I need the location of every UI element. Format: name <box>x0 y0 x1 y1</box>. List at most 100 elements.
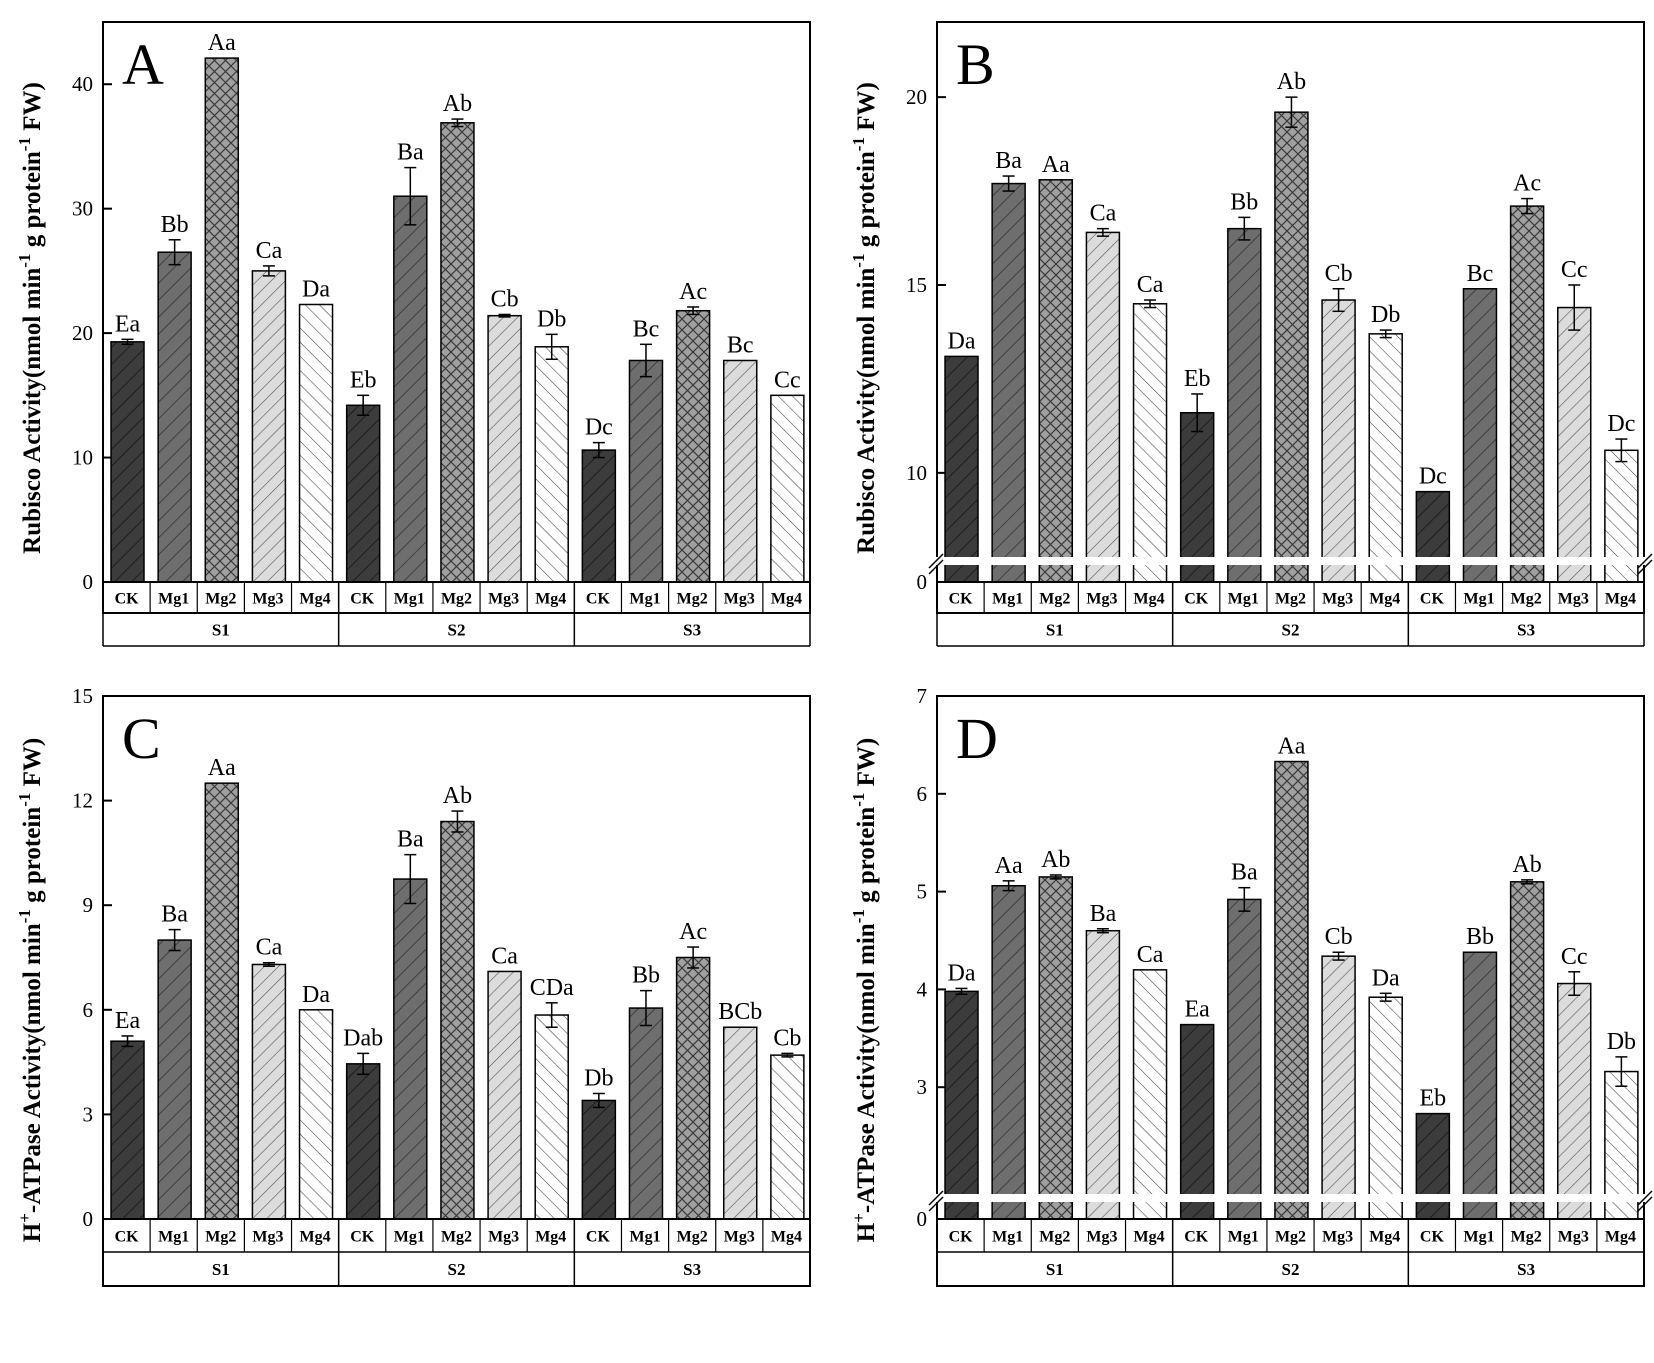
significance-label: Ba <box>1231 860 1258 886</box>
bar-s3-mg1 <box>1462 951 1498 1220</box>
x-category-label: Mg1 <box>394 591 425 608</box>
bar-s1-mg2 <box>1038 179 1074 583</box>
bar-s3-mg3 <box>722 1026 758 1220</box>
x-category-label: CK <box>1184 591 1209 608</box>
x-category-label: Mg3 <box>1322 591 1353 608</box>
y-tick-label: 0 <box>83 570 94 594</box>
bar-s3-ck <box>581 1099 617 1220</box>
significance-label: Db <box>537 306 566 332</box>
significance-label: Da <box>948 960 976 986</box>
bar-s1-mg4 <box>1132 969 1168 1220</box>
bar-s2-mg4 <box>1368 333 1403 583</box>
x-stage-label: S1 <box>1046 621 1064 640</box>
significance-label: Ea <box>1185 997 1211 1023</box>
significance-label: Ab <box>1277 69 1306 95</box>
significance-label: Ba <box>397 827 424 853</box>
significance-label: Eb <box>1184 366 1211 392</box>
significance-label: Ac <box>679 279 707 305</box>
significance-label: Cc <box>774 367 801 393</box>
x-category-label: Mg3 <box>1322 1229 1353 1246</box>
bar-s1-mg4 <box>298 1009 334 1220</box>
x-category-label: Mg1 <box>992 591 1023 608</box>
y-tick-label: 0 <box>83 1207 94 1231</box>
x-category-label: Mg4 <box>771 1229 802 1246</box>
x-category-label: Mg1 <box>992 1229 1023 1246</box>
x-stage-label: S1 <box>1046 1260 1064 1279</box>
axis-break-mark <box>1637 1196 1653 1212</box>
bar-s3-mg3 <box>1556 306 1592 583</box>
x-category-label: Mg1 <box>1463 1229 1494 1246</box>
significance-label: Aa <box>995 853 1023 879</box>
significance-label: Aa <box>1042 152 1070 178</box>
x-category-label: CK <box>1184 1229 1209 1246</box>
bar-s2-mg2 <box>1274 760 1309 1220</box>
panel-c-marks: 0 3 6 9 12 15 Ea Ba Aa Ca Da Dab Ba Ab Ca CDa Db Bb Ac BCb C… <box>72 684 811 1287</box>
bar-s1-mg3 <box>251 963 287 1220</box>
significance-label: Bc <box>727 332 754 358</box>
significance-label: Dc <box>1607 411 1635 437</box>
y-tick-label-break: 0 <box>917 570 928 594</box>
bar-s1-ck <box>110 341 145 583</box>
panel-b-marks: 10 15 20 0 Da Ba Aa Ca Ca Eb Bb Ab Cb Db Dc Bc Ac Cc Dc CK M… <box>906 69 1653 647</box>
significance-label: CDa <box>530 975 574 1001</box>
bar-s1-mg1 <box>157 939 192 1220</box>
bar-s2-mg3 <box>487 314 522 583</box>
x-stage-label: S3 <box>683 1260 701 1279</box>
bar-s3-mg2 <box>675 956 711 1220</box>
y-tick-label: 9 <box>83 893 94 917</box>
x-category-label: Mg1 <box>1228 1229 1259 1246</box>
x-category-label: Mg3 <box>1558 1229 1589 1246</box>
significance-label: Cc <box>1561 257 1588 283</box>
bar-s3-mg4 <box>770 1054 805 1220</box>
bar-s1-mg2 <box>1038 876 1074 1220</box>
x-category-label: Mg3 <box>488 1229 519 1246</box>
y-tick-label: 5 <box>917 880 928 904</box>
x-category-label: Mg1 <box>1228 591 1259 608</box>
x-category-label: Mg3 <box>724 1229 755 1246</box>
y-tick-label: 4 <box>917 977 928 1001</box>
x-category-label: Mg1 <box>158 1229 189 1246</box>
x-category-label: CK <box>949 1229 974 1246</box>
significance-label: Ba <box>397 140 424 166</box>
panel-b: B Rubisco Activity(nmol min-1 g protein-… <box>849 21 1653 647</box>
x-category-label: CK <box>115 591 140 608</box>
y-tick-label: 15 <box>906 273 927 297</box>
significance-label: Dc <box>585 415 613 441</box>
x-category-label: Mg2 <box>677 591 708 608</box>
x-category-label: Mg1 <box>1463 591 1494 608</box>
bar-s1-mg3 <box>1085 231 1121 583</box>
bar-s2-mg2 <box>1274 111 1309 583</box>
significance-label: Bb <box>1230 189 1258 215</box>
significance-label: Db <box>1371 302 1400 328</box>
significance-label: Da <box>302 276 330 302</box>
bar-s3-mg1 <box>628 359 664 583</box>
significance-label: Ab <box>1041 847 1070 873</box>
bar-s2-mg1 <box>1227 898 1262 1220</box>
significance-label: Ba <box>161 902 188 928</box>
x-category-label: Mg1 <box>158 591 189 608</box>
significance-label: Cb <box>773 1025 801 1051</box>
x-category-label: Mg3 <box>724 591 755 608</box>
significance-label: Bc <box>633 316 660 342</box>
significance-label: Ac <box>679 919 707 945</box>
y-tick-label: 40 <box>72 72 93 96</box>
bar-s3-mg1 <box>1462 288 1498 583</box>
significance-label: Bc <box>1467 261 1494 287</box>
y-tick-label: 3 <box>83 1102 94 1126</box>
significance-label: Ab <box>443 783 472 809</box>
y-tick-label: 20 <box>72 321 93 345</box>
significance-label: Ea <box>115 1008 141 1034</box>
bar-s3-mg2 <box>1509 881 1545 1220</box>
bar-s1-mg1 <box>157 251 192 583</box>
bar-s2-mg1 <box>1227 227 1262 583</box>
panel-d-marks: 3 4 5 6 7 0 Da Aa Ab Ba Ca Ea Ba Aa Cb Da Eb Bb Ab Cc Db CK Mg… <box>917 684 1653 1287</box>
axis-break-mark <box>928 559 944 575</box>
bar-s1-mg3 <box>251 270 287 583</box>
axis-break-mark <box>928 1196 944 1212</box>
x-category-label: Mg3 <box>252 591 283 608</box>
bar-s3-mg2 <box>675 309 711 583</box>
y-tick-label: 3 <box>917 1075 928 1099</box>
bar-s3-ck <box>1415 490 1451 583</box>
significance-label: Ab <box>443 91 472 117</box>
